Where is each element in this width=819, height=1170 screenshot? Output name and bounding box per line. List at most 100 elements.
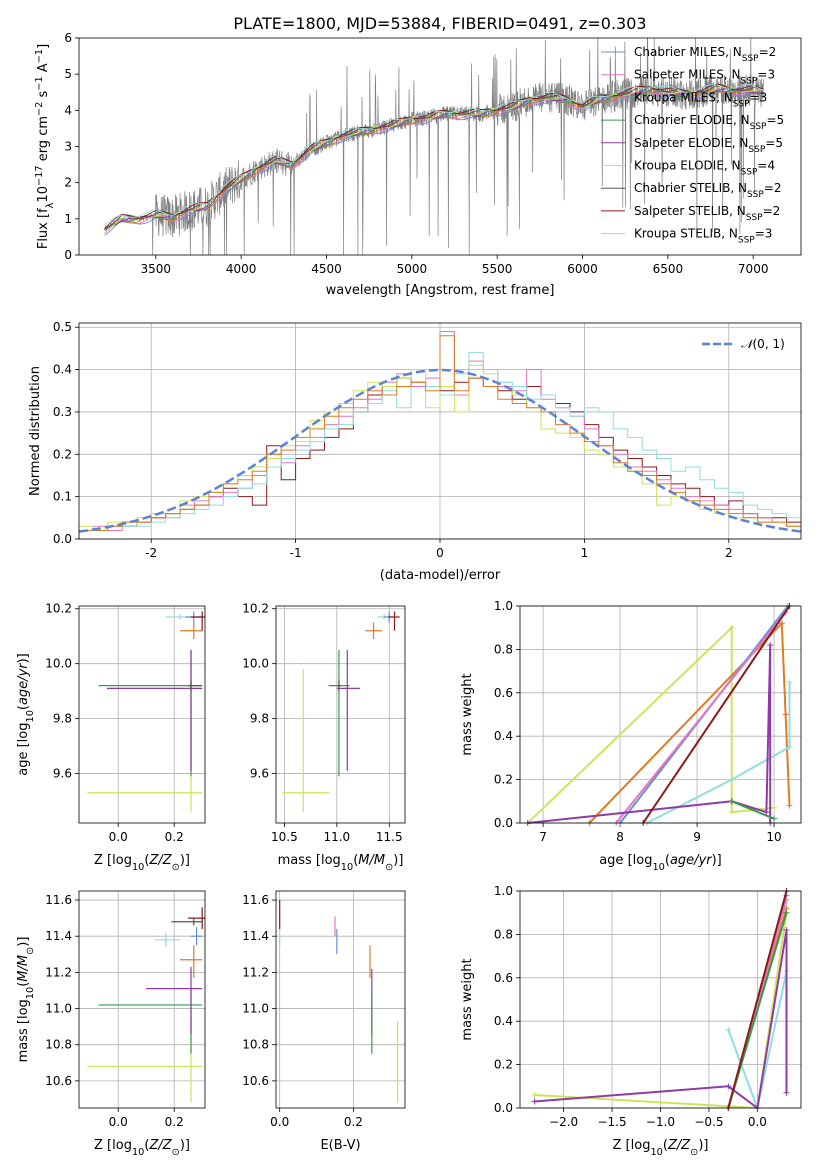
weight-vs-age-panel: 7 8 9 10 0.0 0.2 0.4 0.6 0.8 1.0 age [log10(age/yr… (460, 599, 802, 873)
axes-frame (78, 322, 802, 540)
axes-frame (275, 605, 406, 824)
y-tick-label: 0.2 (494, 1058, 513, 1072)
spectrum-panel: 3500 4000 4500 5000 5500 6000 6500 7000 0 1 2 3 4 5 6 P… (34, 14, 802, 298)
y-tick-label: 11.2 (242, 965, 269, 979)
age-vs-z-panel-ylabel: age [log10(age/yr)] (16, 653, 36, 776)
errorbars (87, 907, 205, 1103)
legend-label: Kroupa STELIB, NSSP=3 (634, 227, 772, 246)
model-line (104, 88, 763, 229)
axes-frame (78, 890, 206, 1109)
weight-lines (524, 603, 793, 826)
spectrum-xlabel: wavelength [Angstrom, rest frame] (326, 283, 555, 298)
y-tick-label: 10.0 (242, 657, 269, 671)
y-tick-label: 0.2 (494, 773, 513, 787)
y-tick-label: 0.3 (53, 405, 72, 419)
weight-marker (783, 927, 790, 934)
gaussian-curve (79, 368, 801, 533)
x-tick-label: 2 (725, 546, 733, 560)
weight-marker (786, 802, 793, 809)
weight-line (731, 800, 775, 820)
weight-marker (763, 809, 770, 816)
weight-marker (728, 776, 735, 783)
x-tick-label: 0.2 (165, 1115, 184, 1129)
weight-marker (786, 678, 793, 685)
weight-line (527, 625, 775, 824)
weight-marker (783, 909, 790, 916)
y-tick-label: 1.0 (494, 599, 513, 613)
x-tick-label: 0.0 (109, 830, 128, 844)
x-tick-label: 7000 (738, 262, 769, 276)
y-tick-label: 10.2 (45, 602, 72, 616)
axes-frame (78, 37, 802, 256)
weight-line (642, 605, 791, 824)
axes-frame (78, 605, 206, 824)
y-tick-label: 9.6 (53, 767, 72, 781)
legend-label: Salpeter MILES, NSSP=3 (634, 68, 775, 87)
mass-vs-z-panel: 0.0 0.2 10.6 10.8 11.0 11.2 11.4 11.6 Z [log10(Z… (16, 890, 206, 1158)
y-tick-label: 10.2 (242, 602, 269, 616)
y-tick-label: 10.0 (45, 657, 72, 671)
x-tick-label: −1.0 (646, 1115, 675, 1129)
x-tick-label: 0 (436, 546, 444, 560)
legend-label: Chabrier ELODIE, NSSP=5 (634, 113, 784, 132)
weight-marker (728, 809, 735, 816)
weight-vs-z-panel-xlabel: Z [log10(Z/Z⊙)] (613, 1138, 709, 1158)
legend-label: Kroupa MILES, NSSP=3 (634, 90, 767, 109)
y-tick-label: 0.0 (53, 532, 72, 546)
spectrum-lines (104, 38, 764, 255)
x-tick-label: 0.0 (748, 1115, 767, 1129)
y-tick-label: 10.6 (242, 1074, 269, 1088)
y-tick-label: 11.0 (45, 1002, 72, 1016)
weight-line (588, 621, 791, 824)
y-tick-label: 11.6 (242, 893, 269, 907)
y-tick-label: 10.8 (242, 1038, 269, 1052)
y-tick-label: 5 (64, 67, 72, 81)
weight-marker (531, 1091, 538, 1098)
y-tick-label: 9.6 (250, 767, 269, 781)
histogram-series (79, 364, 801, 539)
legend-label: 𝒩(0, 1) (741, 337, 785, 351)
residual-xlabel: (data-model)/error (380, 568, 501, 583)
x-tick-label: 8 (616, 830, 624, 844)
y-tick-label: 10.6 (45, 1074, 72, 1088)
age-vs-z-panel: 0.0 0.2 9.6 9.8 10.0 10.2 Z [log10(Z/Z⊙)] age [… (16, 602, 206, 873)
mass-vs-ebv-panel: 0.0 0.2 10.6 10.8 11.0 11.2 11.4 11.6 E(B-V) (242, 890, 406, 1153)
x-tick-label: 5000 (397, 262, 428, 276)
y-tick-label: 0 (64, 248, 72, 262)
weight-marker (771, 815, 778, 822)
axes-frame (275, 890, 406, 1109)
y-tick-label: 0.8 (494, 642, 513, 656)
x-tick-label: 3500 (141, 262, 172, 276)
weight-marker (725, 1083, 732, 1090)
weight-marker (531, 1098, 538, 1105)
weight-line (615, 611, 787, 824)
model-line (104, 84, 763, 226)
y-tick-label: 0.8 (494, 927, 513, 941)
y-tick-label: 9.8 (250, 712, 269, 726)
y-tick-label: 0.4 (494, 729, 513, 743)
age-vs-z-panel-xlabel: Z [log10(Z/Z⊙)] (94, 853, 190, 873)
x-tick-label: 0.2 (165, 830, 184, 844)
x-tick-label: 9 (693, 830, 701, 844)
x-tick-label: 11.5 (376, 830, 403, 844)
age-vs-mass-panel-xlabel: mass [log10(M/M⊙)] (278, 853, 404, 873)
errorbars (87, 611, 205, 813)
x-tick-label: -2 (145, 546, 157, 560)
weight-marker (778, 620, 785, 627)
y-tick-label: 0.5 (53, 320, 72, 334)
spectrum-legend: Chabrier MILES, NSSP=2 Salpeter MILES, NS… (601, 45, 784, 246)
x-tick-label: −1.5 (597, 1115, 626, 1129)
x-tick-label: 0.0 (109, 1115, 128, 1129)
model-line (104, 89, 763, 231)
weight-line (727, 890, 788, 1109)
x-tick-label: 4000 (226, 262, 257, 276)
x-tick-label: 5500 (482, 262, 513, 276)
weight-marker (767, 642, 774, 649)
x-tick-label: 10.5 (271, 830, 298, 844)
legend-label: Salpeter STELIB, NSSP=2 (634, 204, 780, 223)
weight-line (646, 682, 791, 824)
weight-marker (786, 744, 793, 751)
y-tick-label: 4 (64, 103, 72, 117)
weight-marker (783, 1089, 790, 1096)
